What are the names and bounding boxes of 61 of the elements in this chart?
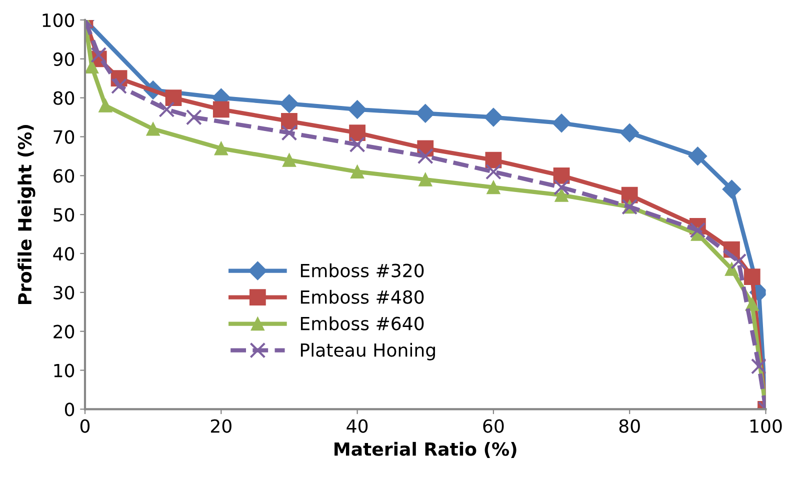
point (724, 262, 739, 276)
y-tick-label: 40 (53, 246, 74, 261)
point (349, 124, 366, 142)
y-tick-label: 60 (54, 169, 74, 183)
point (90, 47, 107, 63)
x-axis-title: Material Ratio (%) (334, 442, 516, 458)
point (554, 179, 570, 196)
point (281, 124, 298, 141)
point (280, 94, 299, 114)
point (416, 104, 435, 123)
y-tick-label: 20 (54, 324, 74, 338)
y-axis-title: Profile Height (%) (18, 125, 36, 304)
point (98, 98, 112, 112)
point (281, 112, 298, 130)
legend-label: Emboss #320 (300, 263, 424, 278)
x-tick-label: 100 (750, 419, 782, 433)
y-tick-label: 90 (53, 52, 74, 66)
point (688, 146, 708, 166)
y-tick-label: 70 (54, 130, 74, 144)
point (745, 297, 759, 311)
point (418, 172, 432, 186)
legend-label: Plateau Honing (300, 342, 435, 360)
point (744, 268, 760, 286)
legend-label: Emboss #640 (300, 316, 424, 330)
y-tick-label: 30 (54, 286, 74, 300)
point (85, 60, 99, 74)
point (690, 222, 706, 238)
point (417, 148, 434, 164)
x-tick-label: 80 (619, 419, 640, 433)
point (554, 188, 568, 202)
y-tick-label: 80 (54, 91, 74, 105)
point (484, 108, 503, 127)
point (348, 100, 367, 119)
y-tick-label: 10 (54, 364, 74, 378)
point (165, 90, 182, 106)
point (214, 142, 228, 156)
point (485, 152, 502, 168)
x-tick-label: 20 (210, 419, 232, 433)
point (349, 136, 366, 152)
x-tick-label: 0 (80, 419, 90, 433)
y-tick-label: 50 (54, 208, 74, 222)
point (158, 101, 175, 118)
y-tick-label: 100 (42, 13, 74, 28)
point (750, 358, 766, 374)
legend-label: Emboss #480 (300, 290, 424, 304)
y-tick-label: 0 (64, 402, 74, 416)
point (212, 101, 230, 118)
point (146, 122, 160, 136)
point (186, 109, 202, 126)
point (620, 123, 639, 142)
point (485, 164, 502, 180)
point (282, 153, 296, 167)
point (730, 253, 747, 270)
point (111, 78, 128, 94)
x-tick-label: 40 (346, 419, 368, 433)
point (722, 180, 742, 199)
point (350, 164, 364, 179)
point (486, 180, 500, 194)
point (553, 167, 570, 184)
x-tick-label: 60 (483, 419, 504, 433)
point (552, 114, 571, 132)
